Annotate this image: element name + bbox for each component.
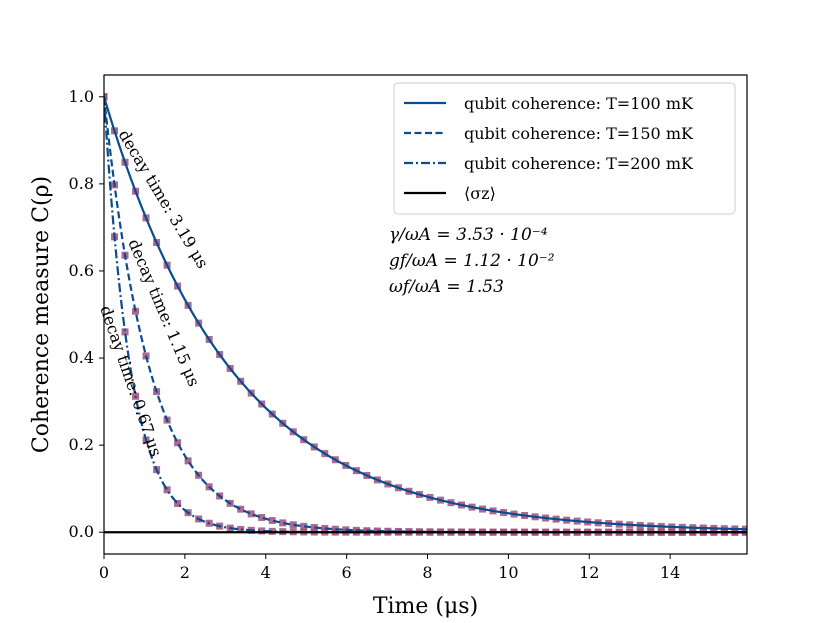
fit-marker-s2 [174, 499, 182, 507]
y-tick-label: 1.0 [69, 87, 94, 106]
fit-marker-s1 [279, 519, 287, 527]
fit-marker-s1 [300, 522, 308, 530]
axes-layer: 0 2 4 6 8 10 12 14 0.0 0.2 0.4 0.6 0.8 1.0 Time (μs) Co… [29, 74, 748, 619]
legend-label: qubit coherence: T=200 mK [464, 154, 694, 173]
decay-time-annotation: decay time: 0.67 μs [96, 303, 166, 459]
series-lines-layer [104, 96, 747, 534]
fit-marker-s2 [163, 486, 171, 494]
legend: qubit coherence: T=100 mK qubit coherence… [393, 82, 736, 215]
fit-marker-s1 [184, 457, 192, 465]
fit-marker-s1 [174, 439, 182, 447]
x-tick-label: 8 [422, 563, 432, 582]
series-line-0 [104, 96, 747, 531]
y-tick-label: 0.4 [69, 348, 94, 367]
x-tick-label: 2 [180, 563, 190, 582]
legend-label: ⟨σz⟩ [464, 184, 496, 203]
x-tick-label: 6 [342, 563, 352, 582]
fit-marker-s2 [237, 525, 245, 533]
fit-marker-s1 [247, 510, 255, 518]
y-tick-label: 0.8 [69, 174, 94, 193]
y-axis-label: Coherence measure C(ρ) [29, 176, 54, 453]
fit-marker-s1 [258, 514, 266, 522]
legend-label: qubit coherence: T=150 mK [464, 124, 694, 143]
fit-marker-s1 [310, 523, 318, 531]
x-tick-label: 12 [579, 563, 599, 582]
legend-box [393, 82, 736, 215]
fit-marker-s1 [289, 521, 297, 529]
x-tick-label: 0 [99, 563, 109, 582]
fit-marker-s2 [104, 93, 108, 101]
parameter-text: γ/ωA = 3.53 · 10⁻⁴ [389, 225, 548, 245]
y-tick-label: 0.0 [69, 522, 94, 541]
fit-marker-s1 [268, 517, 276, 525]
x-axis-label: Time (μs) [373, 594, 478, 619]
parameter-text: ωf/ωA = 1.53 [389, 277, 504, 297]
fit-marker-s2 [258, 527, 266, 535]
plot-frame [103, 74, 748, 555]
fit-marker-s1 [237, 505, 245, 513]
parameter-text: gf/ωA = 1.12 · 10⁻² [389, 251, 555, 271]
fit-marker-s1 [321, 524, 329, 532]
fit-marker-s2 [121, 328, 129, 336]
y-tick-label: 0.6 [69, 261, 94, 280]
x-tick-label: 10 [498, 563, 518, 582]
y-tick-label: 0.2 [69, 435, 94, 454]
x-tick-label: 4 [261, 563, 271, 582]
x-tick-label: 14 [660, 563, 680, 582]
legend-label: qubit coherence: T=100 mK [464, 94, 694, 113]
